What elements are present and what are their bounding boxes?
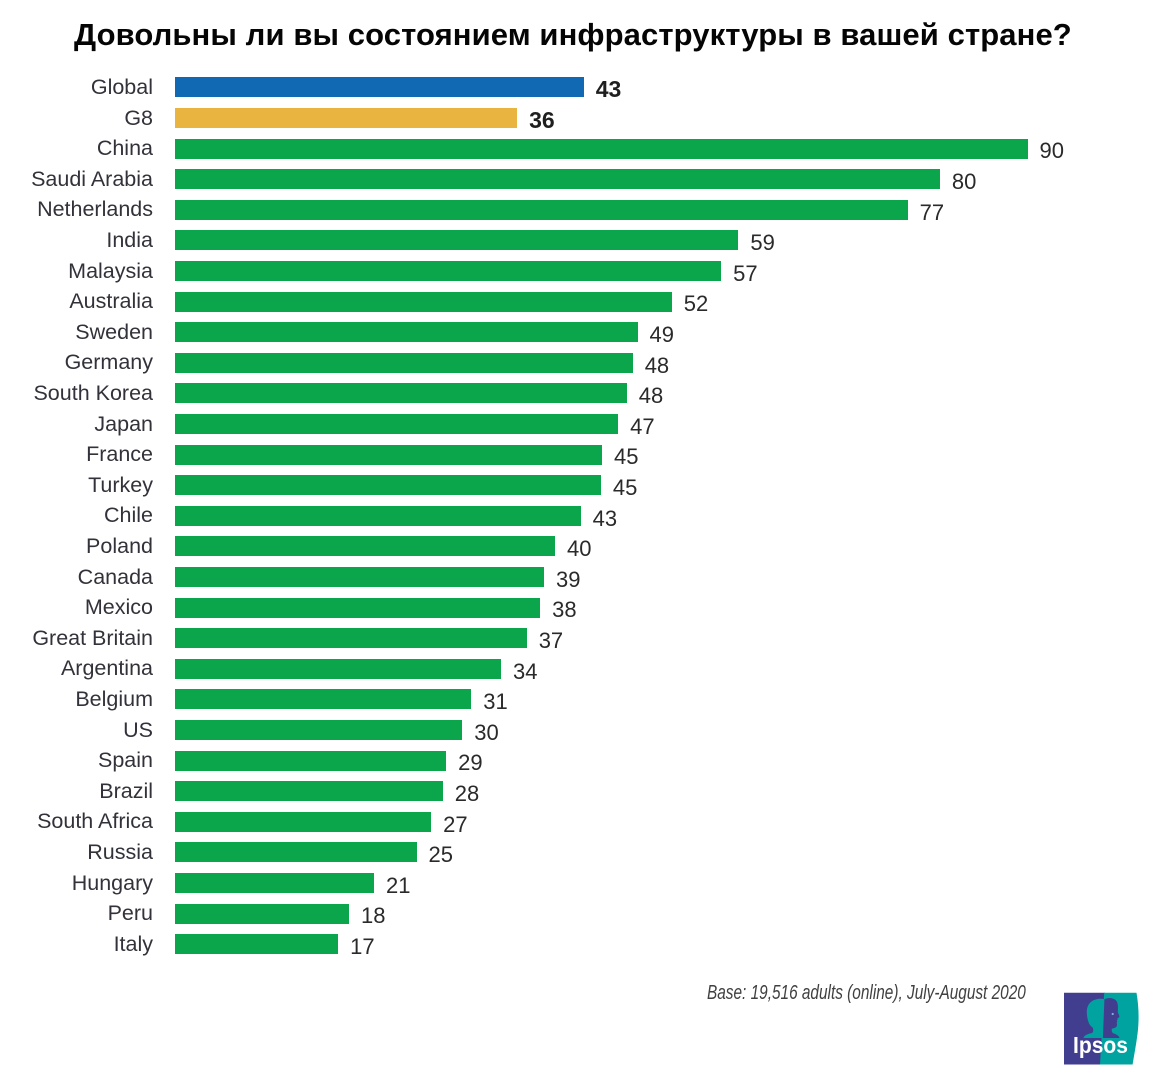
svg-text:Ipsos: Ipsos: [1073, 1032, 1128, 1058]
